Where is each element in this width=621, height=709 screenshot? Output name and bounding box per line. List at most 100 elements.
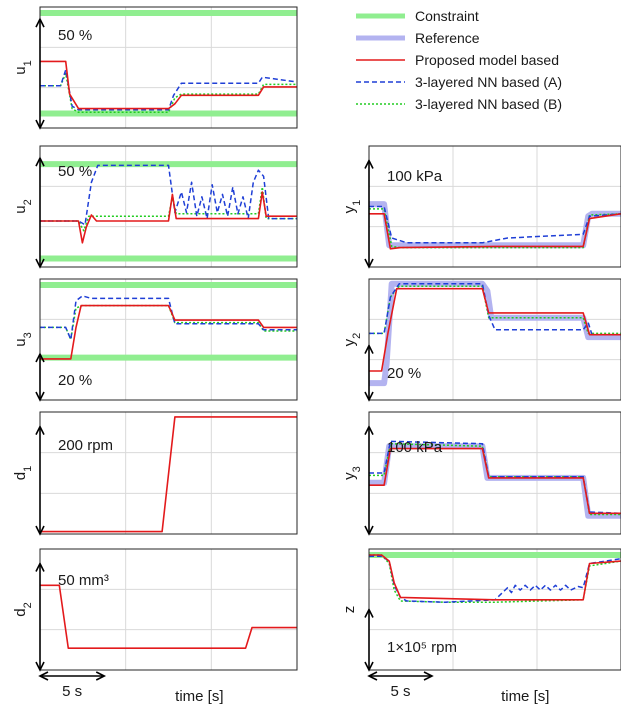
axes-frame-y2 [368,278,621,401]
time-scale-arrowhead-right-left [95,671,107,681]
series-nnA-u3 [40,295,297,341]
scale-note-u3: 20 % [58,372,92,389]
legend-label-2: Reference [415,30,480,46]
legend-label-1: Constraint [415,8,479,24]
grid-y3 [369,412,621,534]
scale-arrowhead-bottom-u2 [35,258,45,269]
scale-arrowhead-top-y1 [364,158,374,169]
scale-arrowhead-bottom-y3 [364,525,374,536]
scale-note-d2: 50 mm³ [58,572,109,589]
series-proposed-u3 [40,304,297,360]
series-nnA-u2 [40,164,297,226]
scale-arrowhead-bottom-d1 [35,525,45,536]
time-scale-arrowhead-right-right [423,671,434,681]
time-scale-arrowhead-left-right [367,671,378,681]
panel-d2: 50 mm³ d2 [12,548,298,672]
scale-note-y1: 100 kPa [387,168,443,185]
time-scale-arrowhead-left-left [38,671,49,681]
scale-arrowhead-bottom-y1 [364,258,374,269]
plot-area-d2 [40,584,297,649]
plot-area-u2 [40,161,297,262]
grid-d1 [40,412,297,534]
legend-label-5: 3-layered NN based (B) [415,96,562,112]
grid-y1 [369,146,621,267]
scale-arrowhead-bottom-u3 [35,391,45,402]
scale-arrowhead-bottom-d2 [35,661,45,672]
plot-area-y1 [369,201,621,250]
grid-z [369,549,621,670]
scale-arrowhead-bottom-y2 [364,391,374,402]
panel-y2: 20 % y2 [341,278,621,402]
series-proposed-z [369,554,621,601]
scale-note-z: 1×10⁵ rpm [387,639,457,656]
panel-z: 1×10⁵ rpm z [341,548,621,672]
series-proposed-u2 [40,191,297,244]
panels-layer: 50 % u1 50 % u2 20 % u3 200 rpm d1 50 mm³ d2 100 k… [12,6,621,672]
legend: Constraint Reference Proposed model based 3… [356,8,562,112]
series-nnB-z [369,554,621,603]
axes-frame-y1 [368,145,621,268]
scale-arrowhead-top-d1 [35,424,45,435]
series-reference-y1 [369,201,621,249]
plot-area-y3 [369,440,621,519]
panel-u3: 20 % u3 [12,278,298,402]
axes-frame-u3 [39,278,298,401]
series-proposed-y1 [369,213,621,250]
scale-note-y3: 100 kPa [387,439,443,456]
panel-u2: 50 % u2 [12,145,298,269]
xlabel-right: time [s] [501,688,549,705]
ylabel-u1: u1 [12,60,34,74]
panel-y3: 100 kPa y3 [341,411,621,536]
series-nnA-y1 [369,205,621,244]
series-proposed-d1 [40,416,297,533]
scale-arrowhead-top-z [364,607,374,618]
time-scale-layer: 5 s time [s] 5 s time [s] [38,671,549,705]
series-nnA-y2 [369,283,621,336]
scale-note-u2: 50 % [58,163,92,180]
plot-area-d1 [40,416,297,533]
series-proposed-y3 [369,447,621,515]
series-nnA-u1 [40,69,297,111]
legend-label-4: 3-layered NN based (A) [415,74,562,90]
legend-label-3: Proposed model based [415,52,559,68]
ylabel-z: z [341,606,358,614]
plot-area-u3 [40,282,297,361]
scale-arrowhead-top-u2 [35,156,45,167]
scale-arrowhead-top-d2 [35,561,45,572]
series-nnB-u3 [40,304,297,341]
time-scale-label-right: 5 s [390,683,410,700]
scale-arrowhead-top-u1 [35,17,45,28]
time-scale-label-left: 5 s [62,683,82,700]
scale-arrowhead-bottom-u1 [35,119,45,130]
scale-arrowhead-top-y3 [364,424,374,435]
panel-y1: 100 kPa y1 [341,145,621,269]
scale-arrowhead-top-u3 [35,352,45,363]
plot-area-u1 [40,10,297,117]
axes-frame-d2 [39,548,298,671]
ylabel-y3: y3 [341,466,363,480]
series-proposed-u1 [40,60,297,110]
ylabel-d2: d2 [12,602,34,616]
ylabel-y1: y1 [341,200,363,214]
panel-u1: 50 % u1 [12,6,298,130]
scale-note-d1: 200 rpm [58,437,113,454]
ylabel-y2: y2 [341,333,363,347]
series-nnB-u1 [40,72,297,114]
scale-note-u1: 50 % [58,27,92,44]
series-nnA-z [369,555,621,603]
plot-area-z [369,552,621,603]
scale-arrowhead-top-y2 [364,343,374,354]
scale-arrowhead-bottom-z [364,661,374,672]
series-proposed-d2 [40,584,297,649]
xlabel-left: time [s] [175,688,223,705]
ylabel-u2: u2 [12,199,34,213]
series-proposed-y2 [369,287,621,372]
ylabel-u3: u3 [12,332,34,346]
panel-d1: 200 rpm d1 [12,411,298,536]
ylabel-d1: d1 [12,466,34,480]
scale-note-y2: 20 % [387,365,421,382]
plot-area-y2 [369,280,621,387]
grid-d2 [40,549,297,670]
axes-frame-y3 [368,411,621,535]
